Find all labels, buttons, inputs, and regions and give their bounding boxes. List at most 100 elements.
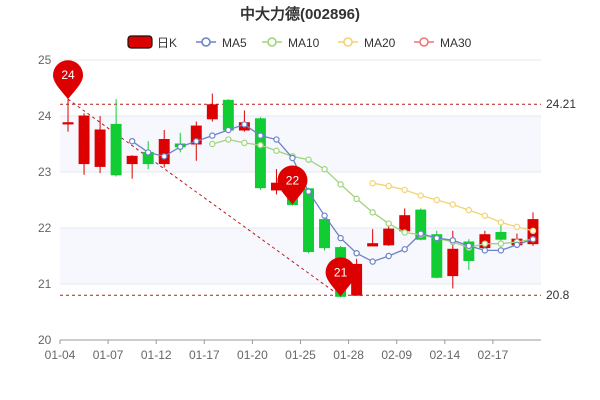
y-tick-label: 25 (38, 53, 52, 67)
ma20-point (369, 179, 376, 187)
x-tick-label: 01-07 (93, 348, 124, 362)
legend: 日K MA5 MA10 MA20 MA30 (127, 35, 472, 50)
candle-down (319, 219, 331, 249)
ma10-point (481, 240, 489, 247)
ref-line-label: 24.21 (546, 97, 576, 111)
ref-line-label: 20.8 (546, 288, 570, 302)
x-tick-label: 02-14 (429, 348, 460, 362)
ma20-point (529, 227, 537, 234)
ma20-point (433, 196, 440, 204)
ma5-point (305, 188, 312, 195)
grid-band (60, 228, 541, 284)
ma5-point (128, 137, 136, 145)
y-tick-label: 20 (38, 333, 52, 347)
candle-up (447, 248, 459, 277)
ma5-point (353, 249, 360, 257)
ma5-point (209, 132, 216, 139)
grid-band (60, 116, 541, 172)
legend-swatch-marker (343, 37, 353, 47)
ma5-point (161, 153, 168, 160)
ma5-point (465, 242, 473, 250)
candle-up (94, 129, 106, 167)
candle-up (206, 104, 218, 120)
price-pin-label: 22 (286, 173, 300, 187)
ma20-point (417, 192, 424, 199)
moving-averages (128, 121, 537, 265)
ma20-point (465, 206, 473, 214)
ma10-point (225, 136, 232, 143)
ma20-point (385, 182, 392, 190)
candle-down (222, 99, 234, 131)
ma10-point (385, 220, 392, 227)
candle-up (78, 115, 90, 165)
chart-title: 中大力德(002896) (240, 5, 360, 23)
legend-swatch-daily-k (127, 35, 153, 49)
ma5-point (529, 235, 537, 243)
x-tick-label: 01-17 (189, 348, 220, 362)
x-tick-label: 01-20 (237, 348, 268, 362)
candle-down (303, 188, 314, 253)
ma10-point (369, 209, 376, 216)
price-pin (53, 60, 84, 100)
candle-down (431, 234, 443, 278)
candle-up (62, 122, 74, 125)
ma10-point (241, 139, 248, 147)
legend-label: MA5 (222, 36, 247, 50)
candle-up (399, 215, 411, 232)
ma10-point (497, 240, 505, 247)
candle-up (383, 228, 395, 246)
ma5-point (385, 252, 392, 260)
y-axis: 20 21 22 23 24 25 (38, 53, 52, 347)
ma5-point (433, 234, 440, 242)
candle-down (415, 209, 427, 240)
ma5-point (241, 121, 248, 128)
reference-lines: 24.21 20.8 (60, 97, 576, 302)
candle-down (463, 241, 475, 261)
ma5-point (401, 246, 408, 253)
price-pin (277, 165, 308, 205)
ma10-point (257, 141, 264, 149)
legend-label: MA30 (440, 36, 472, 50)
price-pin-label: 24 (61, 68, 75, 82)
x-tick-label: 01-25 (285, 348, 316, 362)
legend-swatch-marker (267, 37, 277, 47)
ma5-point (321, 212, 328, 219)
legend-label: MA10 (288, 36, 320, 50)
ma20-point (449, 201, 457, 208)
ma5-point (289, 154, 296, 162)
ma5-point (497, 247, 505, 254)
ma20-point (497, 219, 505, 226)
ma20-point (481, 212, 489, 219)
y-tick-label: 21 (38, 277, 52, 291)
grid (60, 59, 541, 341)
ma5-point (337, 234, 344, 242)
legend-label: MA20 (364, 36, 396, 50)
legend-swatch-marker (419, 37, 429, 47)
x-tick-label: 02-09 (381, 348, 412, 362)
candle-up (367, 243, 379, 247)
candle-down (495, 231, 507, 240)
x-tick-label: 01-28 (333, 348, 364, 362)
ma5-point (513, 241, 521, 248)
legend-label: 日K (157, 36, 177, 50)
ma10-point (273, 147, 280, 154)
x-axis: 01-04 01-07 01-12 01-17 01-20 01-25 01-28 02-09… (45, 340, 509, 362)
ma5-point (177, 143, 184, 150)
y-tick-label: 24 (38, 109, 52, 123)
candle-down (254, 118, 266, 189)
candle-up (158, 139, 170, 165)
candle-down (110, 123, 122, 176)
ma5-point (257, 132, 264, 139)
ma10-point (353, 195, 360, 203)
price-pin (325, 257, 356, 297)
ma5-point (273, 136, 280, 143)
price-pins: 24 22 21 (53, 60, 356, 297)
price-pin-label: 21 (334, 265, 348, 279)
y-tick-label: 22 (38, 221, 52, 235)
ma10-point (209, 140, 216, 148)
ma10-point (305, 156, 312, 163)
ma5-point (417, 230, 424, 237)
ma10-point (321, 165, 328, 173)
candle-up (126, 155, 138, 165)
